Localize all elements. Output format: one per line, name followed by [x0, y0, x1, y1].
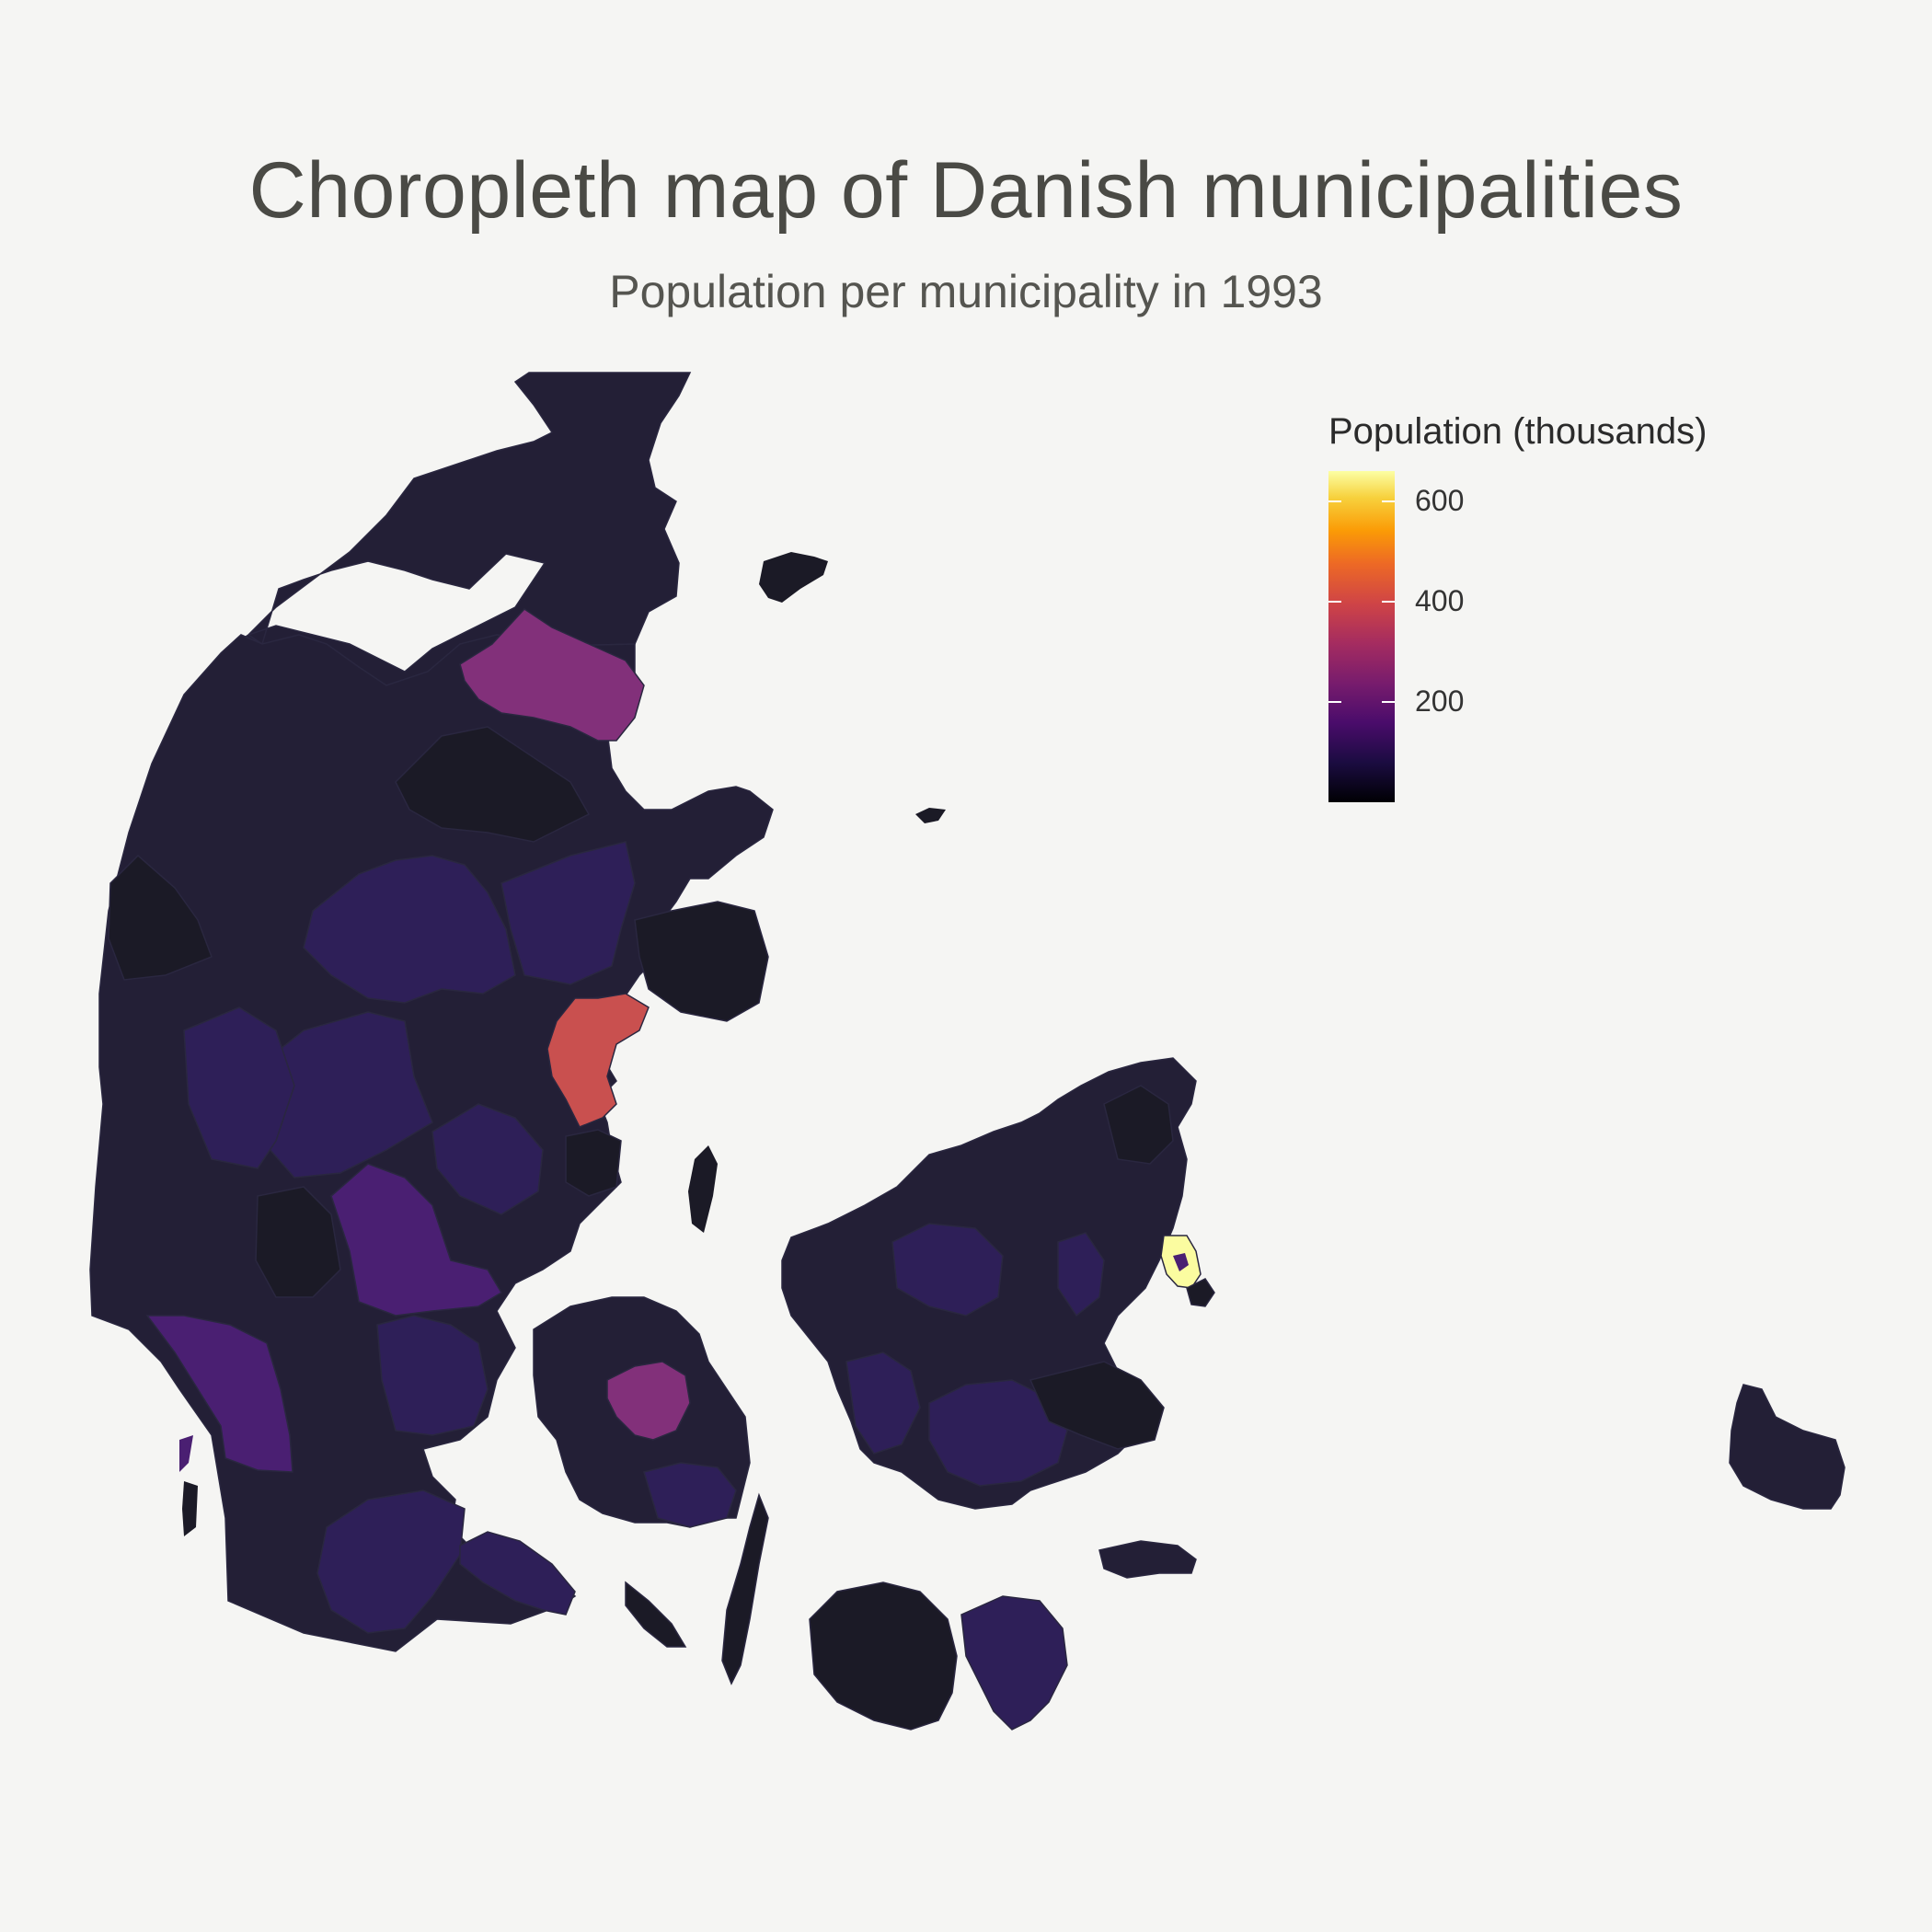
region-naestved[interactable] — [928, 1379, 1068, 1487]
region-esbjerg[interactable] — [145, 1315, 293, 1473]
region-holbaek[interactable] — [845, 1351, 921, 1455]
region-bornholm[interactable] — [1729, 1384, 1846, 1510]
region-koege[interactable] — [1029, 1361, 1165, 1450]
legend-tick-mark — [1382, 600, 1395, 603]
region-svendborg[interactable] — [643, 1462, 737, 1528]
legend-tick-mark — [1328, 600, 1341, 603]
region-haderslev[interactable] — [316, 1489, 466, 1634]
region-silkeborg[interactable] — [257, 1011, 433, 1179]
region-langeland[interactable] — [721, 1492, 769, 1685]
region-odder[interactable] — [565, 1129, 622, 1197]
region-randers[interactable] — [500, 841, 636, 985]
region-odense[interactable] — [606, 1361, 691, 1441]
legend-colorbar — [1328, 471, 1395, 802]
region-dark-north[interactable] — [395, 726, 591, 843]
legend-tick-label: 600 — [1415, 483, 1465, 517]
region-thy[interactable] — [108, 854, 213, 981]
region-dark-east[interactable] — [634, 901, 769, 1022]
region-dark-mid[interactable] — [255, 1186, 341, 1298]
region-als[interactable] — [459, 1531, 576, 1616]
region-laeso[interactable] — [759, 552, 828, 603]
region-frederiksberg[interactable] — [1173, 1253, 1189, 1271]
legend-tick-label: 400 — [1415, 583, 1465, 617]
region-kolding[interactable] — [376, 1315, 489, 1436]
region-lolland[interactable] — [809, 1581, 958, 1731]
region-aarhus[interactable] — [546, 993, 650, 1128]
map-title: Choropleth map of Danish municipalities — [248, 146, 1684, 235]
region-hillerod[interactable] — [1057, 1232, 1105, 1317]
region-roskilde[interactable] — [891, 1223, 1004, 1317]
region-aeroe[interactable] — [625, 1581, 687, 1648]
region-falster[interactable] — [960, 1595, 1068, 1731]
region-skanderborg[interactable] — [431, 1103, 544, 1215]
region-mon[interactable] — [1098, 1540, 1197, 1579]
legend-tick-mark — [1382, 700, 1395, 703]
legend-title: Population (thousands) — [1328, 411, 1708, 452]
legend-tick-mark — [1382, 500, 1395, 502]
region-samso[interactable] — [688, 1145, 718, 1233]
region-herning[interactable] — [183, 1006, 295, 1169]
map-subtitle: Population per municipality in 1993 — [609, 266, 1323, 317]
legend-tick-mark — [1328, 500, 1341, 502]
region-amager[interactable] — [1186, 1278, 1215, 1307]
region-helsingor[interactable] — [1103, 1085, 1174, 1165]
region-aalborg[interactable] — [459, 608, 645, 742]
region-vendsyssel[interactable] — [220, 372, 692, 686]
region-romo[interactable] — [182, 1481, 198, 1536]
region-anholt[interactable] — [915, 808, 946, 823]
region-fanoe[interactable] — [179, 1435, 193, 1472]
legend-tick-label: 200 — [1415, 684, 1465, 718]
legend-tick-mark — [1328, 700, 1341, 703]
region-viborg[interactable] — [303, 855, 516, 1004]
region-vejle[interactable] — [330, 1163, 503, 1317]
